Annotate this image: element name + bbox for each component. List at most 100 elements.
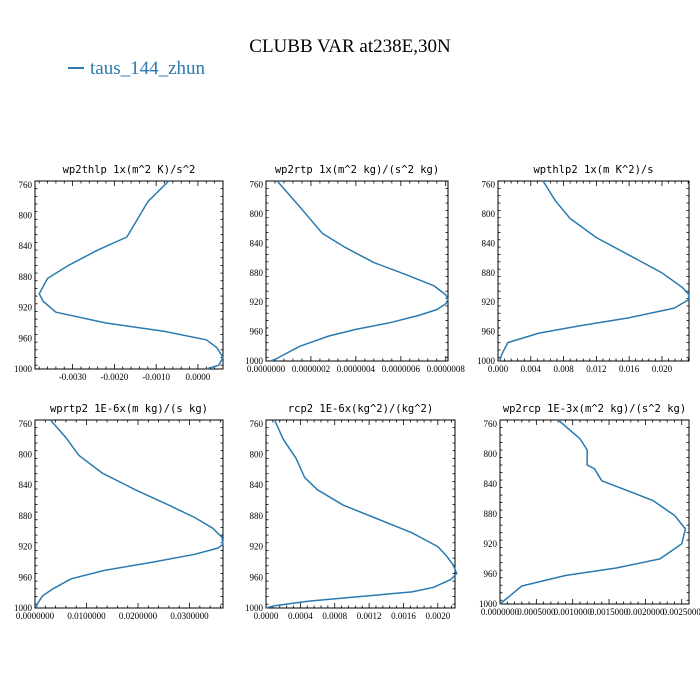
series-line: [35, 419, 224, 609]
x-tick-label: 0.0004: [288, 611, 313, 621]
y-tick-label: 840: [484, 479, 498, 489]
y-tick-label: 840: [482, 238, 496, 248]
y-tick-label: 800: [482, 209, 496, 219]
x-tick-label: 0.0000008: [427, 364, 466, 374]
x-tick-label: 0.0012: [357, 611, 382, 621]
y-tick-label: 960: [19, 333, 33, 343]
x-tick-label: 0.0000: [186, 372, 211, 382]
y-tick-label: 1000: [14, 364, 33, 374]
legend: taus_144_zhun: [68, 58, 205, 80]
y-tick-label: 960: [482, 327, 496, 337]
x-tick-label: 0.0000000: [16, 611, 55, 621]
y-tick-label: 1000: [479, 599, 498, 609]
y-tick-label: 880: [250, 511, 264, 521]
y-tick-label: 800: [484, 449, 498, 459]
y-tick-label: 800: [250, 450, 264, 460]
y-tick-label: 840: [19, 241, 33, 251]
x-tick-label: -0.0020: [101, 372, 129, 382]
x-tick-label: 0.0000: [254, 611, 279, 621]
x-tick-label: -0.0030: [59, 372, 87, 382]
x-tick-label: 0.0020: [425, 611, 450, 621]
y-tick-label: 760: [250, 180, 264, 190]
x-tick-label: 0.020: [652, 364, 673, 374]
y-tick-label: 760: [19, 180, 33, 190]
subplot-5: rcp2 1E-6x(kg^2)/(kg^2) 760 800 840 880 920 96…: [245, 403, 458, 621]
x-tick-label: 0.016: [619, 364, 640, 374]
y-tick-label: 960: [484, 569, 498, 579]
y-tick-label: 800: [250, 209, 264, 219]
subplot-title: wp2thlp 1x(m^2 K)/s^2: [63, 164, 196, 176]
y-tick-label: 1000: [477, 356, 496, 366]
x-tick-label: 0.008: [553, 364, 574, 374]
y-tick-label: 840: [250, 238, 264, 248]
y-tick-label: 880: [19, 511, 33, 521]
y-tick-label: 920: [250, 542, 264, 552]
x-tick-label: 0.0200000: [119, 611, 158, 621]
series-line: [265, 419, 458, 609]
y-tick-label: 920: [19, 542, 33, 552]
subplot-6: wp2rcp 1E-3x(m^2 kg)/(s^2 kg) 760 800 840 88…: [479, 403, 700, 617]
subplot-title: wpthlp2 1x(m K^2)/s: [533, 164, 653, 176]
x-tick-label: 0.0016: [391, 611, 416, 621]
subplot-title: rcp2 1E-6x(kg^2)/(kg^2): [288, 403, 433, 415]
x-tick-label: 0.012: [586, 364, 606, 374]
x-tick-label: 0.0025000: [663, 607, 700, 617]
series-line: [499, 419, 687, 605]
y-tick-label: 840: [19, 480, 33, 490]
subplot-title: wp2rcp 1E-3x(m^2 kg)/(s^2 kg): [503, 403, 686, 415]
x-tick-label: 0.0020000: [626, 607, 665, 617]
x-tick-label: 0.0000002: [292, 364, 330, 374]
y-tick-label: 880: [482, 268, 496, 278]
subplot-4: wprtp2 1E-6x(m kg)/(s kg) 760 800 840 880 920…: [14, 403, 224, 621]
x-tick-label: 0.0015000: [590, 607, 629, 617]
y-tick-label: 880: [19, 272, 33, 282]
plot-frame: [499, 419, 690, 605]
plot-frame: [34, 180, 224, 370]
x-tick-label: 0.000: [488, 364, 509, 374]
y-tick-label: 960: [250, 327, 264, 337]
series-line: [38, 180, 224, 370]
y-tick-label: 920: [250, 297, 264, 307]
x-tick-label: 0.004: [521, 364, 542, 374]
x-tick-label: 0.0300000: [170, 611, 209, 621]
plot-frame: [497, 180, 690, 362]
y-tick-label: 920: [484, 539, 498, 549]
y-tick-label: 880: [484, 509, 498, 519]
series-line: [498, 180, 690, 362]
y-tick-label: 760: [482, 180, 496, 190]
x-tick-label: 0.0010000: [554, 607, 593, 617]
y-tick-label: 760: [19, 419, 33, 429]
x-tick-label: -0.0010: [142, 372, 170, 382]
y-tick-label: 760: [250, 419, 264, 429]
subplot-2: wp2rtp 1x(m^2 kg)/(s^2 kg) 760 800 840 880 92…: [245, 164, 465, 374]
plot-frame: [265, 180, 449, 362]
plot-frame: [265, 419, 456, 609]
y-tick-label: 800: [19, 211, 33, 221]
x-tick-label: 0.0000006: [382, 364, 421, 374]
x-tick-label: 0.0000000: [247, 364, 286, 374]
y-tick-label: 880: [250, 268, 264, 278]
subplot-1: wp2thlp 1x(m^2 K)/s^2 760 800 840 880 920 960 1…: [14, 164, 224, 382]
x-tick-label: 0.0100000: [67, 611, 106, 621]
subplot-3: wpthlp2 1x(m K^2)/s 760 800 840 880 920 960 100…: [477, 164, 690, 374]
x-tick-label: 0.0008: [322, 611, 347, 621]
x-tick-label: 0.0000004: [337, 364, 376, 374]
y-tick-label: 760: [484, 419, 498, 429]
y-tick-label: 1000: [245, 603, 264, 613]
y-tick-label: 920: [19, 303, 33, 313]
legend-label: taus_144_zhun: [90, 58, 206, 79]
plot-frame: [34, 419, 224, 609]
subplot-title: wprtp2 1E-6x(m kg)/(s kg): [50, 403, 208, 415]
y-tick-label: 840: [250, 480, 264, 490]
y-tick-label: 1000: [245, 356, 264, 366]
subplot-title: wp2rtp 1x(m^2 kg)/(s^2 kg): [275, 164, 439, 176]
y-tick-label: 960: [250, 572, 264, 582]
x-tick-label: 0.0005000: [517, 607, 556, 617]
y-tick-label: 1000: [14, 603, 33, 613]
x-tick-label: 0.0000000: [481, 607, 520, 617]
figure-title: CLUBB VAR at238E,30N: [249, 36, 451, 57]
legend-line-icon: [68, 66, 84, 69]
y-tick-label: 920: [482, 297, 496, 307]
y-tick-label: 960: [19, 572, 33, 582]
